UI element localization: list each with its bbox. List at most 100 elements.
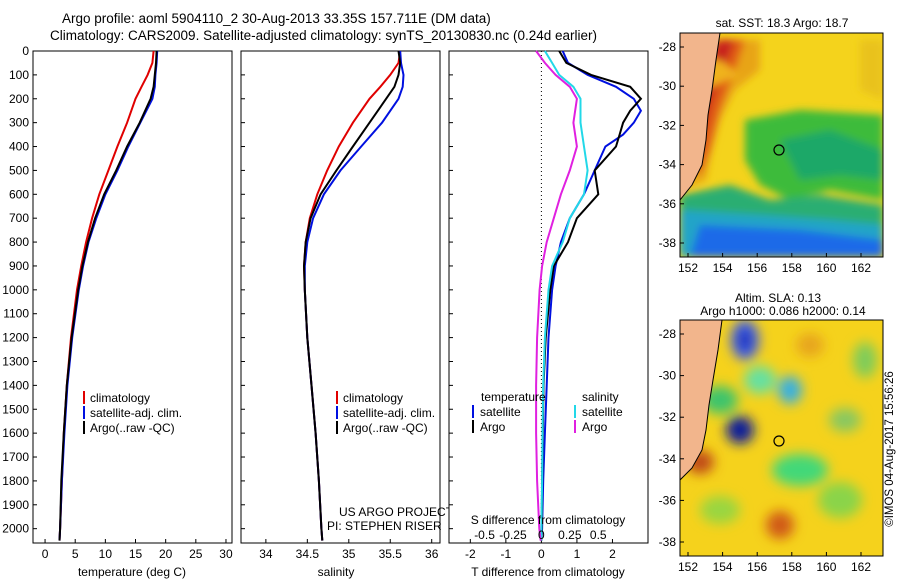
salinity-xlabel: salinity [318, 565, 355, 579]
series-line [302, 50, 402, 541]
x-tick-label: -2 [465, 547, 476, 561]
x-tick-label: 34.5 [296, 547, 320, 561]
x-tick-label: 0 [538, 547, 545, 561]
legend-temperature-title: temperature [481, 390, 546, 404]
y-tick-label: 700 [9, 211, 29, 225]
salinity-plot-frame [240, 50, 441, 544]
legend-satellite: satellite-adj. clim. [343, 406, 435, 420]
x-tick-label: 1 [574, 547, 581, 561]
x-tick-label: 36 [425, 547, 439, 561]
y-tick-label: 1000 [2, 283, 29, 297]
sst-map-title: sat. SST: 18.3 Argo: 18.7 [716, 16, 849, 30]
sla-map-title-1: Altim. SLA: 0.13 [735, 291, 821, 305]
map-y-tick-label: -28 [659, 40, 677, 54]
temperature-plot-frame [32, 50, 233, 544]
project-note-line-1: US ARGO PROJECT [339, 505, 454, 519]
y-tick-label: 1300 [2, 354, 29, 368]
y-tick-label: 1700 [2, 450, 29, 464]
project-note-line-2: PI: STEPHEN RISER [327, 519, 442, 533]
x-tick-label: 0 [42, 547, 49, 561]
map-x-tick-label: 160 [816, 560, 836, 574]
map-x-tick-label: 158 [782, 560, 802, 574]
map-x-tick-label: 152 [678, 261, 698, 275]
x-tick-label: 5 [72, 547, 79, 561]
salinity-legend: climatology satellite-adj. clim. Argo(..… [336, 391, 435, 435]
y-tick-label: 1800 [2, 474, 29, 488]
y-tick-label: 1400 [2, 378, 29, 392]
imos-credit: ©IMOS 04-Aug-2017 15:56:26 [884, 371, 896, 527]
series-line [58, 50, 158, 541]
legend-climatology: climatology [90, 391, 150, 405]
legend-temp-argo: Argo [480, 420, 506, 434]
x-tick-label: 35 [342, 547, 356, 561]
map-y-tick-label: -28 [659, 327, 677, 341]
map-y-tick-label: -38 [659, 236, 677, 250]
map-x-tick-label: 160 [816, 261, 836, 275]
top-tick-label: 0.25 [558, 528, 582, 542]
sla-field [680, 320, 883, 556]
top-tick-label: -0.5 [474, 528, 495, 542]
land-australia [680, 320, 723, 481]
t-difference-xlabel: T difference from climatology [471, 565, 625, 579]
y-tick-label: 400 [9, 140, 29, 154]
x-tick-label: 35.5 [379, 547, 403, 561]
x-tick-label: 10 [99, 547, 113, 561]
map-x-tick-label: 152 [678, 560, 698, 574]
difference-legend: temperature satellite Argo salinity sate… [472, 390, 623, 434]
map-y-tick-label: -32 [659, 118, 677, 132]
top-tick-label: 0.5 [590, 528, 607, 542]
x-tick-label: 20 [159, 547, 173, 561]
top-tick-label: -0.25 [499, 528, 527, 542]
map-x-tick-label: 162 [851, 261, 871, 275]
sst-map-frame [679, 32, 884, 258]
map-x-tick-label: 154 [713, 560, 733, 574]
x-tick-label: 30 [219, 547, 233, 561]
y-tick-label: 1900 [2, 498, 29, 512]
argo-location-marker [773, 435, 785, 447]
map-y-tick-label: -36 [659, 493, 677, 507]
x-tick-label: -1 [501, 547, 512, 561]
map-y-tick-label: -30 [659, 369, 677, 383]
map-y-tick-label: -34 [659, 452, 677, 466]
x-tick-label: 2 [609, 547, 616, 561]
y-tick-label: 1200 [2, 331, 29, 345]
argo-location-marker [773, 144, 785, 156]
y-tick-label: 1100 [3, 307, 29, 321]
map-y-tick-label: -32 [659, 410, 677, 424]
map-x-tick-label: 158 [782, 261, 802, 275]
legend-sal-argo: Argo [582, 420, 608, 434]
map-x-tick-label: 156 [747, 560, 767, 574]
map-x-tick-label: 162 [851, 560, 871, 574]
y-tick-label: 200 [9, 92, 29, 106]
y-tick-label: 100 [9, 68, 29, 82]
series-line [535, 50, 578, 541]
series-line [540, 50, 589, 541]
title-line-1: Argo profile: aoml 5904110_2 30-Aug-2013… [62, 11, 491, 26]
y-tick-label: 2000 [2, 522, 29, 536]
x-tick-label: 25 [189, 547, 203, 561]
temperature-xlabel: temperature (deg C) [78, 565, 186, 579]
map-x-tick-label: 154 [713, 261, 733, 275]
sla-map-title-2: Argo h1000: 0.086 h2000: 0.14 [700, 304, 866, 318]
legend-argo: Argo(..raw -QC) [90, 421, 175, 435]
legend-climatology: climatology [343, 391, 403, 405]
y-tick-label: 1600 [2, 426, 29, 440]
map-y-tick-label: -36 [659, 197, 677, 211]
s-difference-label: S difference from climatology [471, 513, 626, 527]
title-line-2: Climatology: CARS2009. Satellite-adjuste… [50, 28, 598, 43]
y-tick-label: 800 [9, 235, 29, 249]
y-tick-label: 300 [9, 116, 29, 130]
map-x-tick-label: 156 [747, 261, 767, 275]
y-tick-label: 500 [9, 163, 29, 177]
y-tick-label: 600 [9, 187, 29, 201]
top-tick-label: 0 [538, 528, 545, 542]
legend-sal-satellite: satellite [582, 405, 623, 419]
x-tick-label: 34 [259, 547, 273, 561]
temperature-legend: climatology satellite-adj. clim. Argo(..… [83, 391, 182, 435]
map-y-tick-label: -38 [659, 535, 677, 549]
